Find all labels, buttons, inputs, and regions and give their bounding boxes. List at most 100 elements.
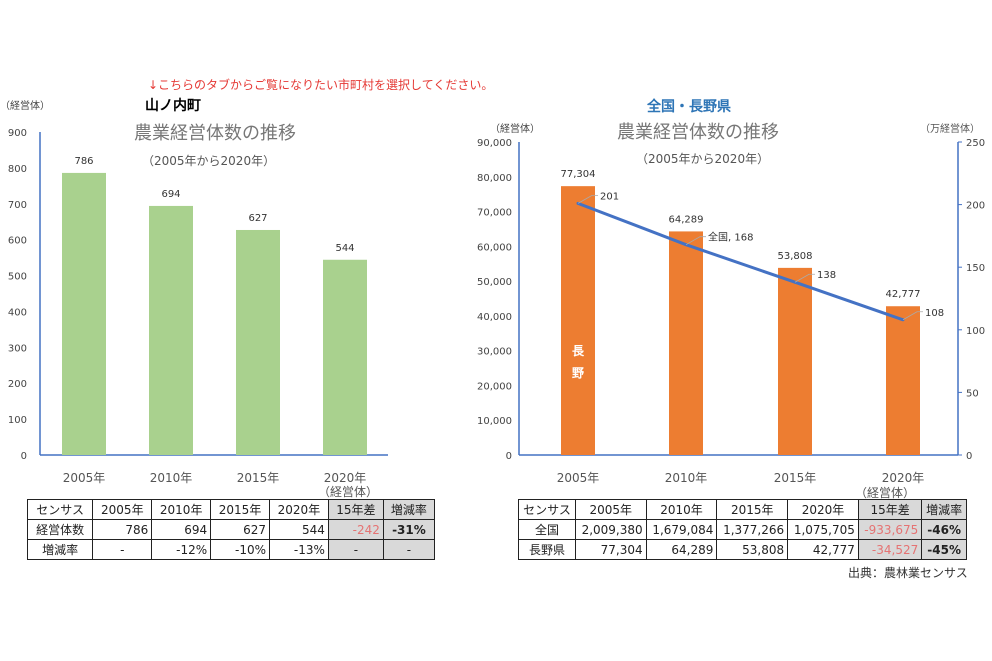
table-cell: 2010年 xyxy=(645,499,718,520)
table-cell: 2,009,380 xyxy=(574,519,647,540)
table-cell: 増減率 xyxy=(921,499,967,520)
line-data-label-leader xyxy=(685,236,706,246)
right-y2-tick-label: 250 xyxy=(966,138,985,149)
right-y-tick-label: 40,000 xyxy=(477,312,512,323)
table-cell: - xyxy=(382,539,436,560)
right-chart-title: 農業経営体数の推移 xyxy=(617,122,779,143)
right-bar xyxy=(886,306,920,455)
left-y-tick-label: 200 xyxy=(8,379,27,390)
right-y2-tick-label: 200 xyxy=(966,201,985,212)
left-y-tick-label: 300 xyxy=(8,343,27,354)
right-x-tick-label: 2015年 xyxy=(774,471,817,485)
instruction-text: ↓こちらのタブからご覧になりたい市町村を選択してください。 xyxy=(148,78,494,92)
table-cell: - xyxy=(92,539,153,560)
table-cell: 42,777 xyxy=(787,539,859,560)
line-data-label: 108 xyxy=(925,308,944,319)
left-x-tick-label: 2010年 xyxy=(150,471,193,485)
right-y-tick-label: 90,000 xyxy=(477,138,512,149)
table-row: 経営体数 786 694 627 544 -242 -31% xyxy=(26,519,436,540)
right-y-tick-label: 60,000 xyxy=(477,242,512,253)
table-cell: -31% xyxy=(382,519,436,540)
right-x-tick-label: 2020年 xyxy=(882,471,925,485)
right-bar-data-label: 53,808 xyxy=(778,251,813,262)
table-cell: -12% xyxy=(151,539,212,560)
right-chart-subtitle: （2005年から2020年） xyxy=(636,152,770,166)
table-cell: -46% xyxy=(921,519,967,540)
left-bar-data-label: 786 xyxy=(74,156,93,167)
left-x-unit-label: （経営体） xyxy=(318,485,379,499)
table-cell: 53,808 xyxy=(716,539,789,560)
left-bar xyxy=(62,172,106,455)
source-note: 出典：農林業センサス xyxy=(848,566,968,580)
right-bar-data-label: 42,777 xyxy=(886,289,921,300)
national-line-series xyxy=(577,201,904,322)
right-x-tick-label: 2010年 xyxy=(665,471,708,485)
table-cell: -45% xyxy=(921,539,967,560)
table-cell: -34,527 xyxy=(857,539,923,560)
right-bar xyxy=(778,267,812,455)
table-cell: 544 xyxy=(269,519,329,540)
bar-series-name-label: 野 xyxy=(572,366,584,380)
left-chart-subtitle: （2005年から2020年） xyxy=(142,154,276,168)
left-data-table: センサス 2005年 2010年 2015年 2020年 15年差 増減率 経営… xyxy=(26,499,436,560)
right-x-tick-label: 2005年 xyxy=(557,471,600,485)
table-cell: 1,377,266 xyxy=(716,519,789,540)
table-header-row: センサス 2005年 2010年 2015年 2020年 15年差 増減率 xyxy=(518,499,967,520)
table-cell: 増減率 xyxy=(26,539,94,560)
line-data-label-leader xyxy=(577,194,598,204)
right-y2-tick-label: 150 xyxy=(966,263,985,274)
left-bar xyxy=(236,229,280,455)
table-cell: 経営体数 xyxy=(26,519,94,540)
left-chart-title: 農業経営体数の推移 xyxy=(134,123,296,144)
table-cell: - xyxy=(327,539,384,560)
line-data-label: 201 xyxy=(600,191,619,202)
left-bar-data-label: 544 xyxy=(335,243,354,254)
right-y-tick-label: 50,000 xyxy=(477,277,512,288)
right-y-axis-label: （経営体） xyxy=(490,124,540,135)
table-cell: 2005年 xyxy=(92,499,153,520)
line-data-label-leader xyxy=(794,273,815,283)
right-y2-tick-label: 100 xyxy=(966,326,985,337)
table-header-row: センサス 2005年 2010年 2015年 2020年 15年差 増減率 xyxy=(26,499,436,520)
left-bar xyxy=(149,205,193,455)
right-y-tick-label: 30,000 xyxy=(477,347,512,358)
right-y-tick-label: 20,000 xyxy=(477,381,512,392)
table-cell: -242 xyxy=(327,519,384,540)
line-data-label: 138 xyxy=(817,270,836,281)
left-x-tick-label: 2005年 xyxy=(63,471,106,485)
table-cell: 77,304 xyxy=(574,539,647,560)
table-cell: 15年差 xyxy=(857,499,923,520)
table-cell: 全国 xyxy=(518,519,576,540)
right-region-title: 全国・長野県 xyxy=(647,99,731,115)
right-y-tick-label: 70,000 xyxy=(477,208,512,219)
left-y-tick-label: 800 xyxy=(8,164,27,175)
bar-series-name-label: 長 xyxy=(572,343,585,358)
left-y-tick-label: 500 xyxy=(8,272,27,283)
table-cell: 15年差 xyxy=(327,499,384,520)
table-cell: 1,679,084 xyxy=(645,519,718,540)
left-bar-data-label: 627 xyxy=(248,213,267,224)
table-cell: -10% xyxy=(210,539,270,560)
table-cell: -13% xyxy=(269,539,329,560)
left-y-tick-label: 400 xyxy=(8,307,27,318)
right-y-tick-label: 0 xyxy=(506,451,512,462)
left-x-tick-label: 2020年 xyxy=(324,471,367,485)
table-cell: -933,675 xyxy=(857,519,923,540)
left-x-tick-label: 2015年 xyxy=(237,471,280,485)
left-y-tick-label: 600 xyxy=(8,236,27,247)
left-bar-data-label: 694 xyxy=(161,189,180,200)
left-y-tick-label: 700 xyxy=(8,200,27,211)
right-bar-data-label: 64,289 xyxy=(669,214,704,225)
table-row: 全国 2,009,380 1,679,084 1,377,266 1,075,7… xyxy=(518,519,967,540)
left-y-axis-label: （経営体） xyxy=(0,101,50,112)
table-cell: 1,075,705 xyxy=(787,519,859,540)
table-cell: 増減率 xyxy=(382,499,436,520)
table-cell: 627 xyxy=(210,519,270,540)
table-cell: 2005年 xyxy=(574,499,647,520)
table-row: 増減率 - -12% -10% -13% - - xyxy=(26,539,436,560)
right-data-table: センサス 2005年 2010年 2015年 2020年 15年差 増減率 全国… xyxy=(518,499,967,560)
table-cell: 2010年 xyxy=(151,499,212,520)
left-y-tick-label: 0 xyxy=(21,451,27,462)
table-cell: 2020年 xyxy=(269,499,329,520)
